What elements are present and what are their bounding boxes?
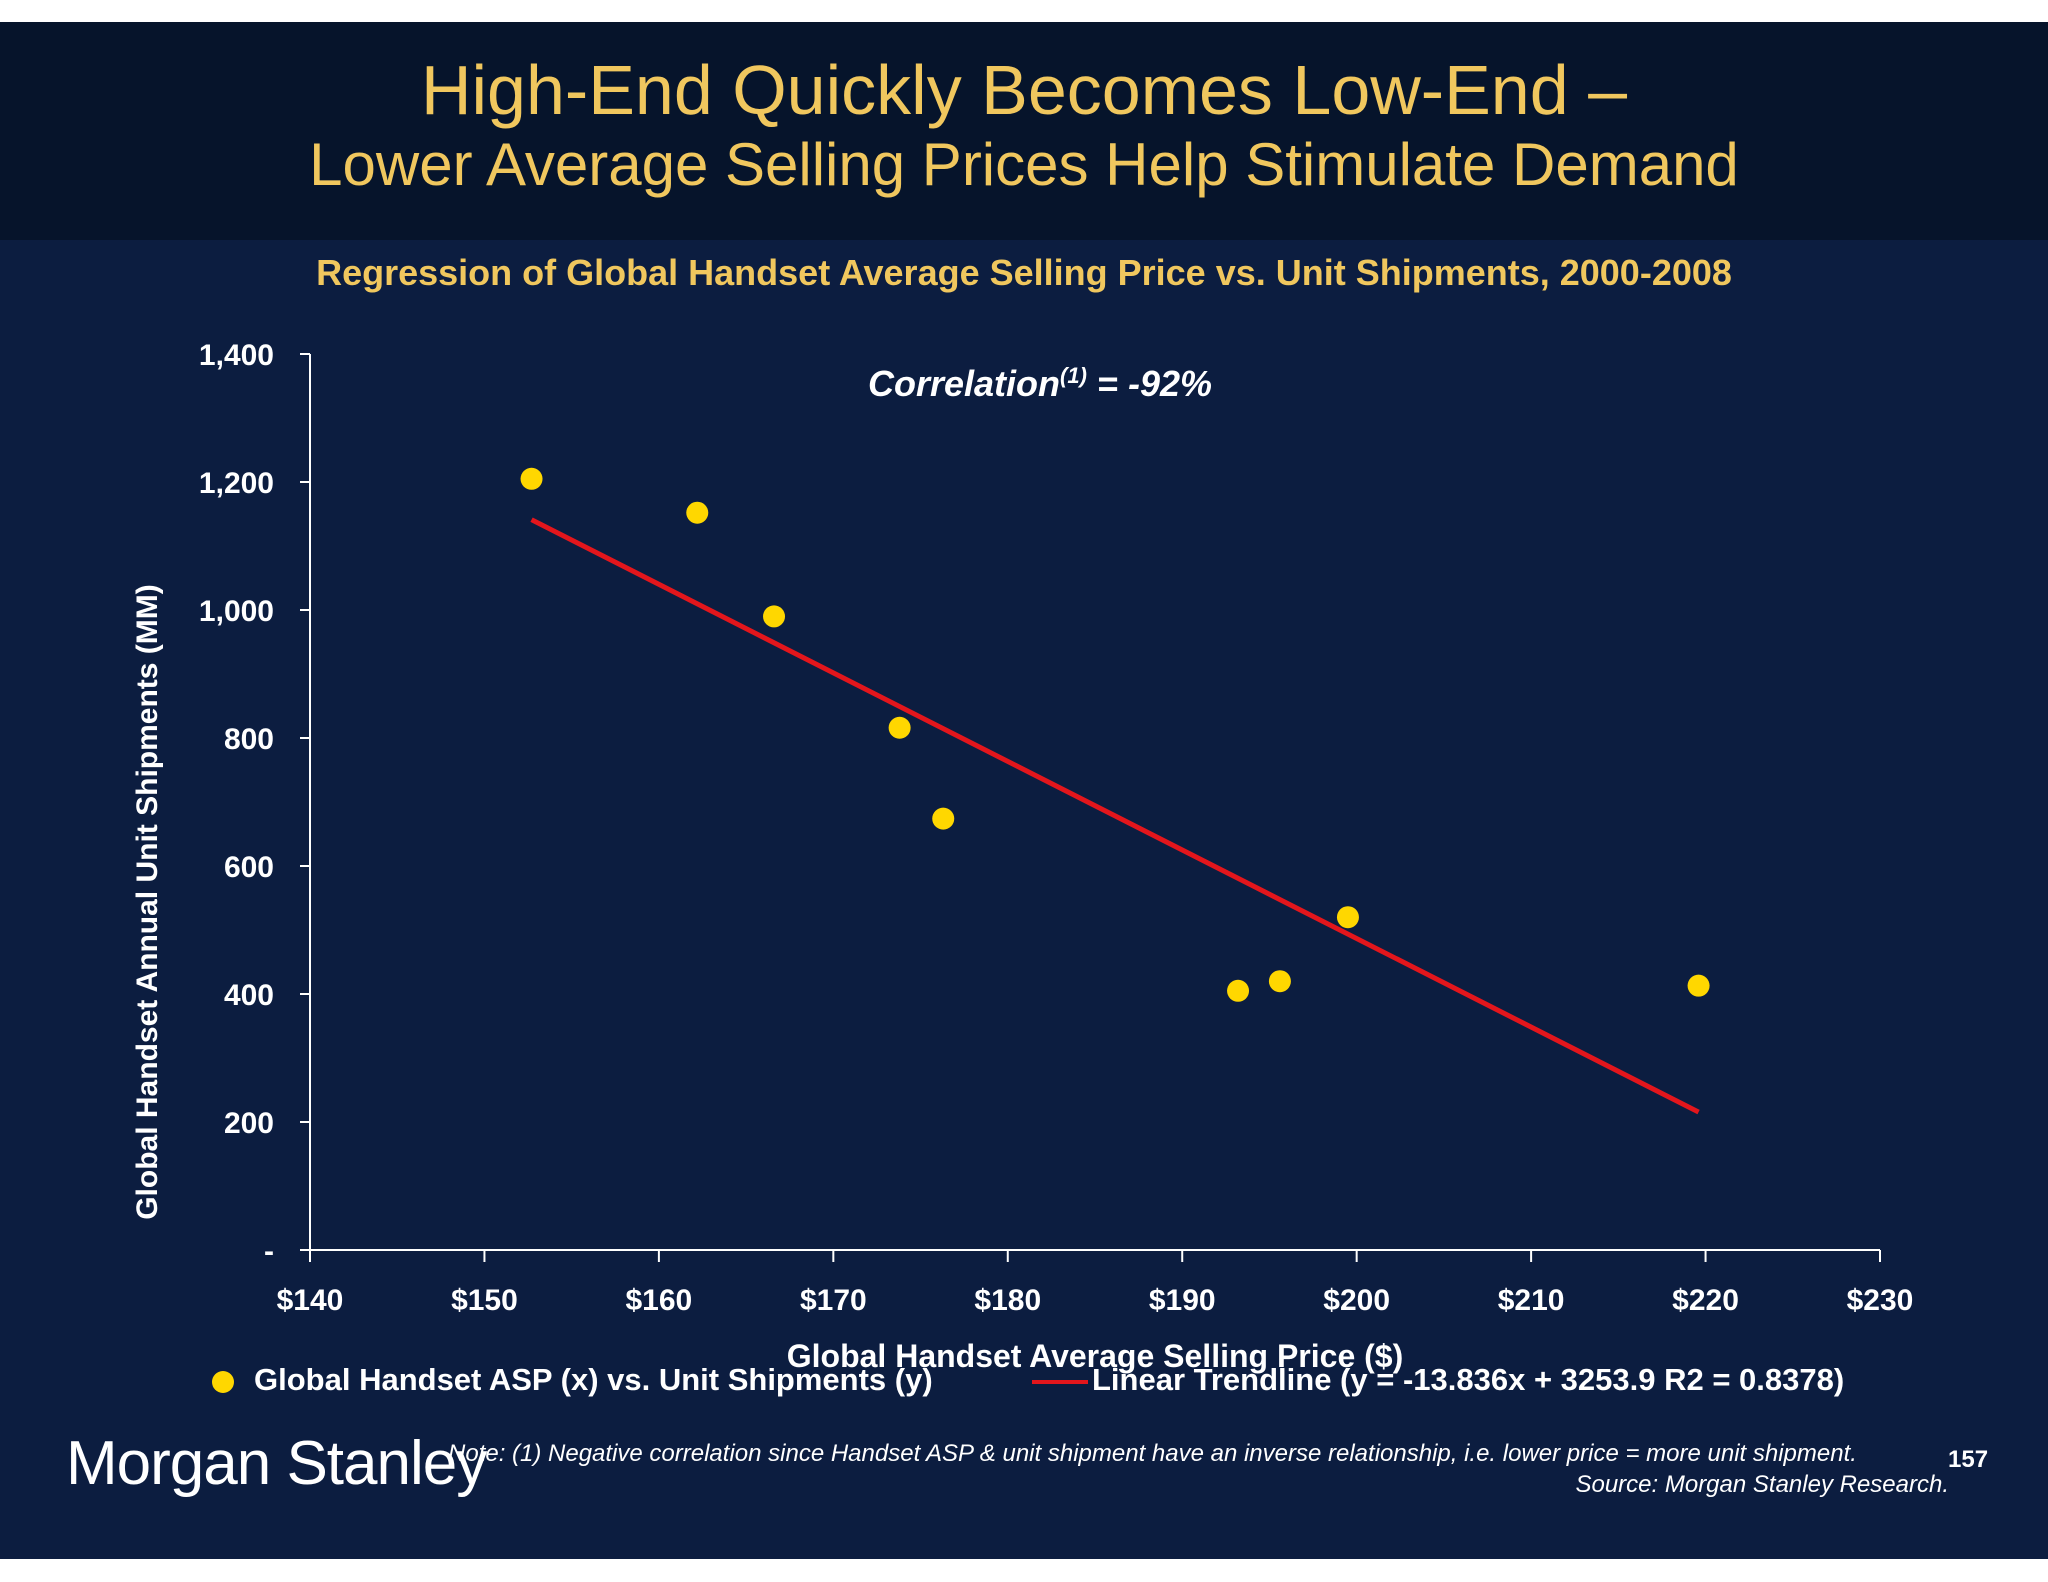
y-tick-label: -: [264, 1235, 274, 1268]
x-axis-title: Global Handset Average Selling Price ($): [787, 1338, 1403, 1374]
y-tick-label: 1,000: [199, 595, 274, 628]
chart-legend: Global Handset ASP (x) vs. Unit Shipment…: [210, 1362, 2010, 1412]
trendline: [530, 517, 1700, 1115]
scatter-point: [932, 807, 955, 830]
legend-label-trendline: Linear Trendline (y = -13.836x + 3253.9 …: [1092, 1362, 1845, 1397]
scatter-point: [1687, 974, 1710, 997]
x-tick-label: $160: [626, 1284, 693, 1317]
legend-label-scatter: Global Handset ASP (x) vs. Unit Shipment…: [254, 1362, 933, 1397]
x-tick-label: $150: [451, 1284, 518, 1317]
x-tick-label: $180: [974, 1284, 1041, 1317]
y-tick-label: 600: [224, 851, 274, 884]
legend-item-trendline: Linear Trendline (y = -13.836x + 3253.9 …: [1032, 1362, 1844, 1398]
correlation-value: = -92%: [1087, 363, 1212, 404]
scatter-point: [763, 605, 786, 628]
y-tick-label: 400: [224, 979, 274, 1012]
legend-dot-marker: [212, 1370, 234, 1393]
slide-subtitle: Lower Average Selling Prices Help Stimul…: [309, 131, 1739, 198]
y-tick-label: 1,400: [199, 339, 274, 372]
correlation-superscript: (1): [1060, 363, 1087, 388]
scatter-point: [686, 501, 709, 524]
y-tick-label: 1,200: [199, 467, 274, 500]
scatter-point: [1227, 979, 1250, 1002]
scatter-point: [1268, 970, 1291, 993]
x-tick-label: $230: [1847, 1284, 1914, 1317]
x-tick-label: $200: [1323, 1284, 1390, 1317]
trendline-layer: [530, 517, 1700, 1115]
title-band: High-End Quickly Becomes Low-End – Lower…: [0, 22, 2048, 240]
axis-labels-layer: - 200 400 600 800 1,000 1,200 1,400 $140 $150 $160…: [131, 339, 1913, 1374]
correlation-annotation: Correlation(1) = -92%: [868, 363, 1212, 404]
source-note: Source: Morgan Stanley Research.: [1575, 1471, 1949, 1498]
y-axis-title: Global Handset Annual Unit Shipments (MM…: [131, 584, 164, 1220]
scatter-points-layer: [520, 467, 1710, 1002]
x-tick-label: $140: [277, 1284, 344, 1317]
morgan-stanley-logo: Morgan Stanley: [66, 1429, 487, 1498]
chart-title: Regression of Global Handset Average Sel…: [316, 252, 1732, 293]
x-tick-label: $170: [800, 1284, 867, 1317]
scatter-point: [888, 716, 911, 739]
x-tick-label: $210: [1498, 1284, 1565, 1317]
legend-line-marker: [1032, 1379, 1088, 1384]
x-tick-label: $220: [1672, 1284, 1739, 1317]
correlation-prefix: Correlation: [868, 363, 1060, 404]
x-tick-label: $190: [1149, 1284, 1216, 1317]
page-number: 157: [1948, 1446, 1989, 1473]
scatter-point: [520, 467, 543, 490]
y-tick-label: 200: [224, 1107, 274, 1140]
scatter-point: [1336, 906, 1359, 929]
footnote: Note: (1) Negative correlation since Han…: [448, 1440, 1857, 1467]
y-tick-label: 800: [224, 723, 274, 756]
legend-item-scatter: Global Handset ASP (x) vs. Unit Shipment…: [212, 1362, 933, 1398]
slide-title: High-End Quickly Becomes Low-End –: [420, 51, 1628, 129]
slide-background: High-End Quickly Becomes Low-End – Lower…: [0, 22, 2048, 1559]
chart-axes: [300, 353, 1881, 1262]
